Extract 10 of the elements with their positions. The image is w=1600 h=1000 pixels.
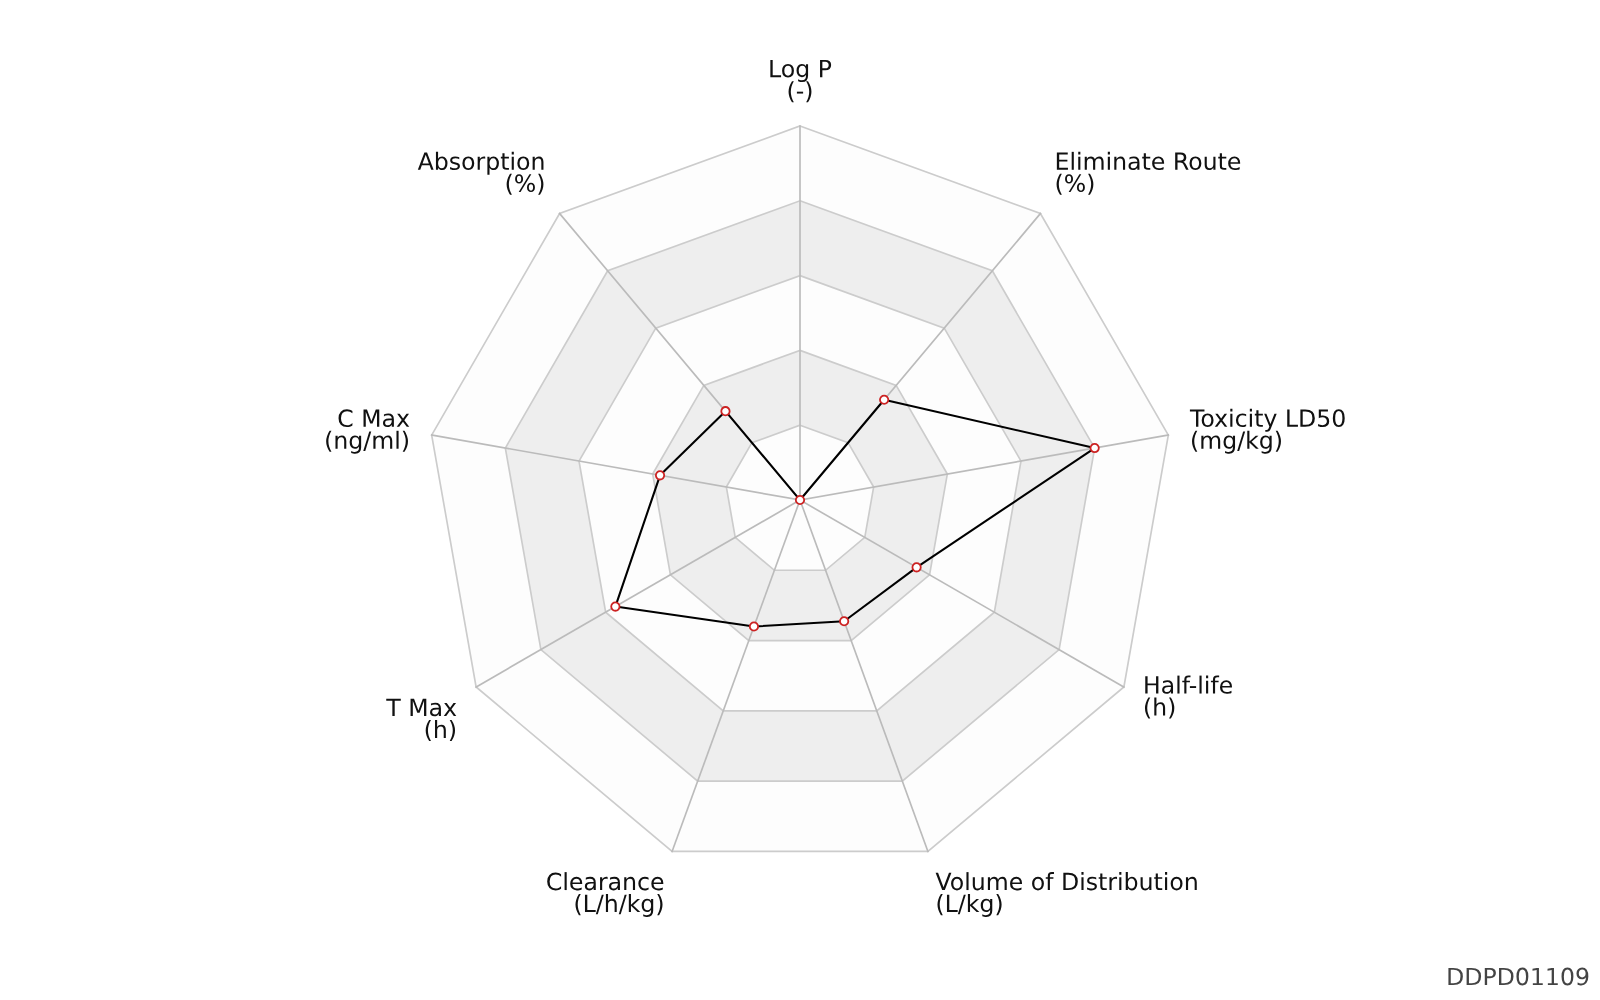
spoke-label: Toxicity LD50 (mg/kg)	[1189, 408, 1345, 454]
spoke-label: T Max (h)	[386, 698, 457, 742]
spoke-label: Clearance (L/h/kg)	[547, 872, 664, 917]
spoke-label: C Max (ng/ml)	[326, 409, 410, 454]
spoke-label: Log P (-)	[770, 59, 832, 103]
spoke-label: Absorption (%)	[417, 151, 544, 195]
spoke-label: Half-life (h)	[1144, 675, 1232, 719]
spoke-label: Eliminate Route (%)	[1056, 151, 1241, 195]
text: DDPD01109	[1448, 967, 1589, 986]
spoke-label: Volume of Distribution (L/kg)	[935, 872, 1197, 917]
